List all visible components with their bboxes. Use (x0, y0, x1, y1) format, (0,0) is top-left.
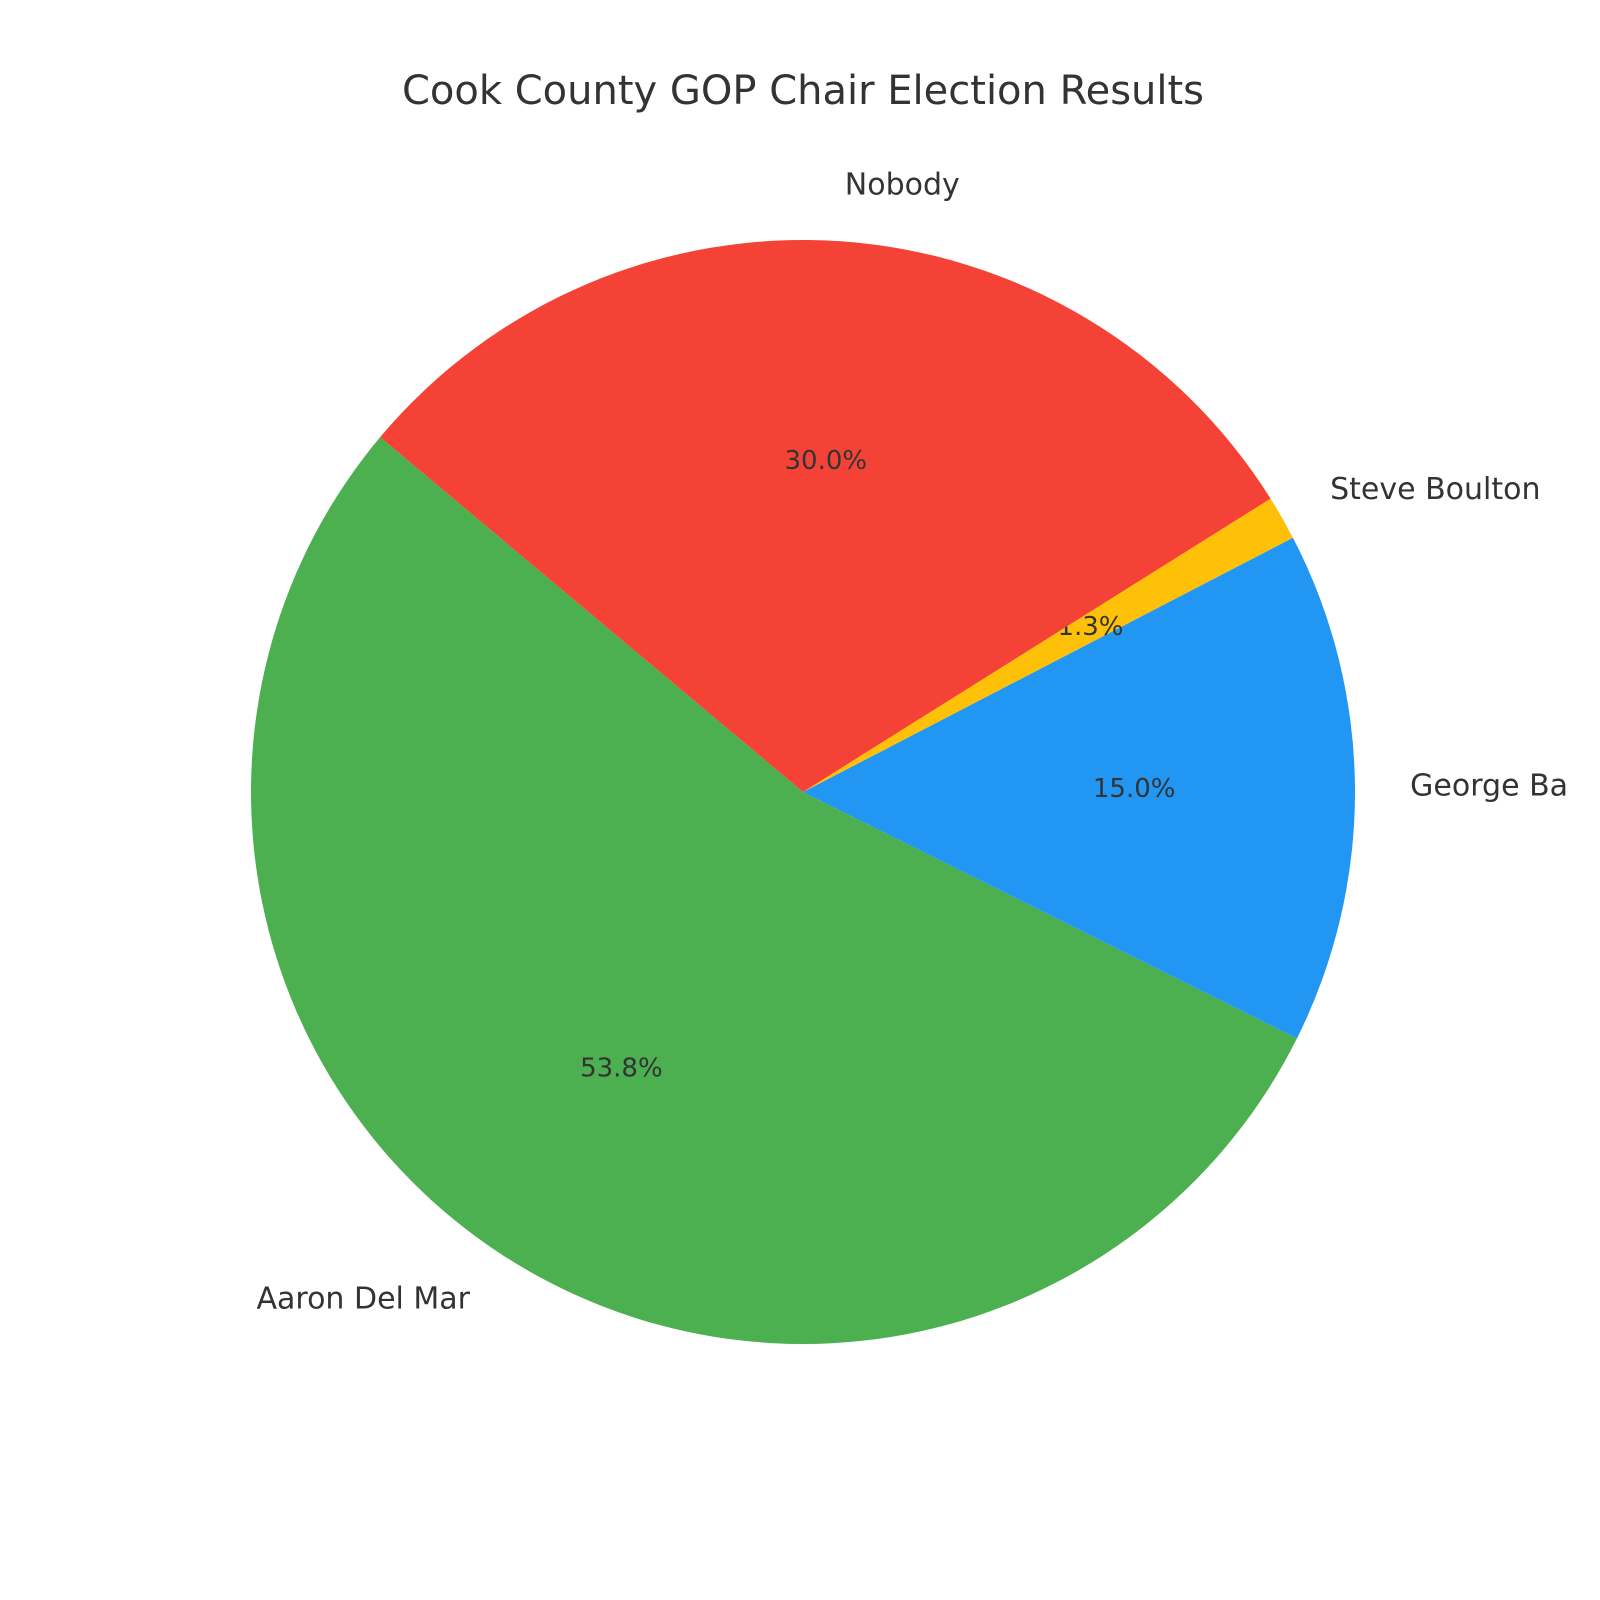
value-label: 30.0% (784, 446, 867, 476)
slice-label: Nobody (845, 168, 960, 203)
pie-slice (251, 437, 1297, 1344)
slice-label: Aaron Del Mar (257, 1281, 471, 1316)
slice-label: Steve Boulton (1330, 472, 1540, 507)
pie-slice (380, 239, 1271, 793)
value-label: 53.8% (580, 1053, 663, 1083)
pie-slice (803, 537, 1355, 1039)
pie-slice (803, 498, 1293, 792)
slice-label: George Ba (1410, 769, 1568, 804)
value-label: 15.0% (1093, 774, 1176, 804)
chart-title: Cook County GOP Chair Election Results (402, 68, 1204, 114)
